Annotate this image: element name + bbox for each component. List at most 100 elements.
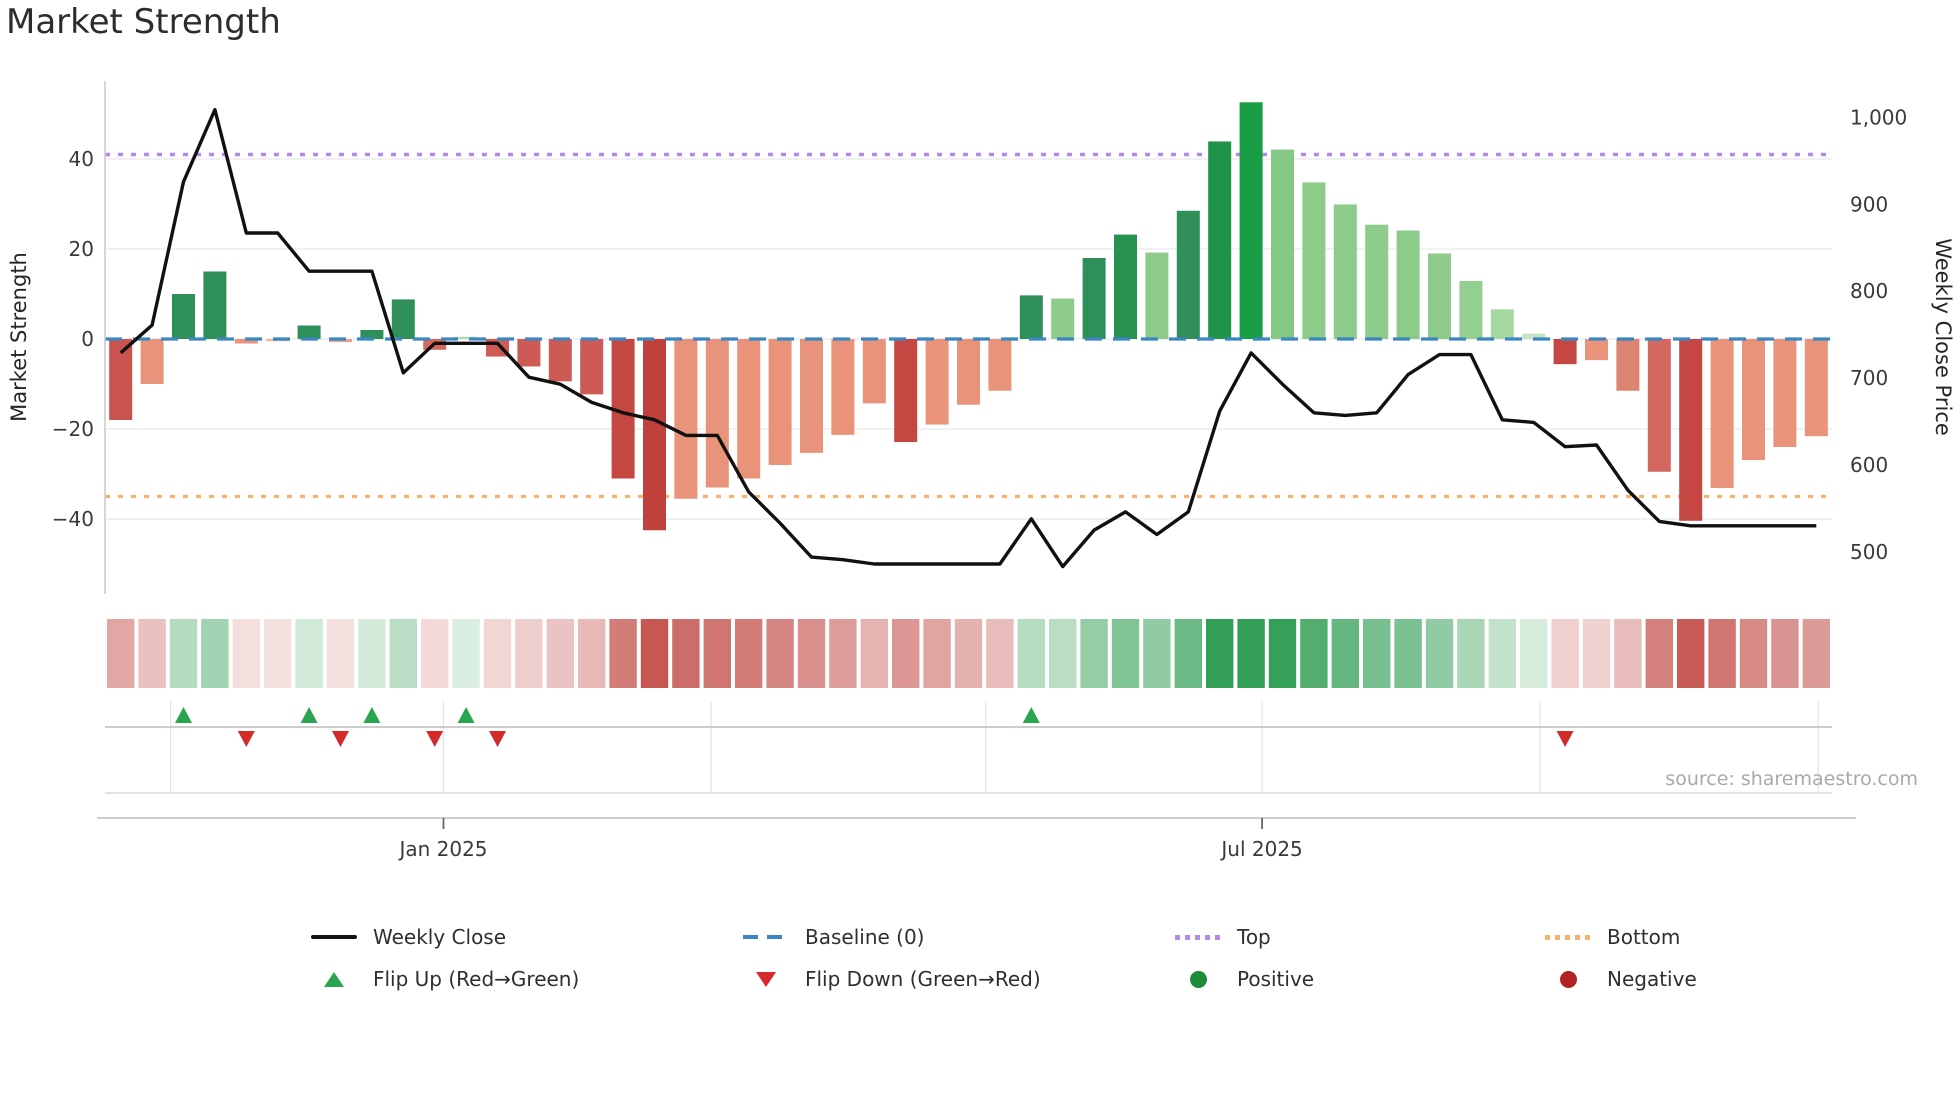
heatmap-cell [1143,619,1171,688]
heatmap-cell [201,619,229,688]
heatmap-cell [295,619,323,688]
heatmap-cell [954,619,983,688]
strength-bar [862,339,886,404]
heatmap-cell [640,619,669,688]
strength-bar [925,339,949,425]
strength-bar [140,339,164,384]
left-axis-tick-label: 40 [69,147,94,171]
heatmap-cell [169,619,198,688]
strength-bar [1208,141,1232,339]
x-axis-tick-label: Jul 2025 [1219,837,1302,861]
left-axis-tick-label: −40 [52,507,94,531]
strength-bar [1176,210,1200,339]
strength-bar [1742,339,1765,461]
strength-bar [800,339,823,453]
strength-bar [234,339,258,344]
heatmap-cell [1363,619,1391,688]
heatmap-cell [1300,619,1328,688]
strength-bar [454,336,478,339]
strength-bar [1490,309,1514,339]
heatmap-cell [138,619,166,688]
heatmap-cell [829,619,857,688]
heatmap-cell [1520,619,1548,688]
heatmap-cell [1174,619,1202,688]
strength-bar [705,339,729,488]
heatmap-cell [1425,619,1454,688]
right-axis-tick-label: 800 [1850,279,1888,303]
heatmap-cell [1049,619,1077,688]
strength-bar [1804,339,1828,437]
left-axis-tick-label: 0 [81,327,94,351]
strength-bar [1019,295,1043,339]
heatmap-cell [1551,619,1579,688]
legend-item-flip-down-green-red: Flip Down (Green→Red) [740,958,1172,1000]
legend-label: Baseline (0) [805,925,925,949]
heatmap-cell [1802,619,1830,688]
heatmap-cell [107,619,135,688]
heatmap-cell [1582,619,1611,688]
heatmap-cell [1677,619,1705,688]
heatmap-cell [421,619,449,688]
heatmap-cell [1708,619,1736,688]
legend-item-flip-up-red-green: Flip Up (Red→Green) [308,958,740,1000]
heatmap-cell [1771,619,1799,688]
triangle-up-swatch-icon [308,971,360,987]
right-axis-tick-label: 700 [1850,366,1888,390]
strength-bar [1553,339,1577,365]
heatmap-cell [766,619,794,688]
heatmap-cell [1080,619,1108,688]
triangle-down-swatch-icon [740,971,792,987]
heatmap-cell [326,619,355,688]
heatmap-cell [1645,619,1673,688]
strength-bar [1333,204,1357,339]
left-axis-tick-label: 20 [69,237,94,261]
heatmap-cell [1017,619,1045,688]
strength-bar [1051,298,1075,339]
heatmap-cell [1206,619,1234,688]
strength-bar [1773,339,1797,447]
legend-item-top: Top [1172,916,1542,958]
source-note: source: sharemaestro.com [1665,768,1918,790]
flip-down-marker [332,731,349,747]
flip-up-marker [363,707,381,723]
strength-bar [1428,253,1451,339]
strength-bar [1082,258,1106,339]
legend-item-positive: Positive [1172,958,1542,1000]
x-axis-tick-label: Jan 2025 [397,837,487,861]
heatmap-cell [1488,619,1516,688]
heatmap-cell [264,619,292,688]
strength-bar [611,339,635,479]
heatmap-cell [358,619,386,688]
legend-label: Bottom [1607,925,1681,949]
strength-bar [1239,102,1263,339]
flip-down-marker [426,731,444,747]
strength-bar [957,339,980,405]
heatmap-cell [1331,619,1359,688]
strength-bar [674,339,698,499]
flip-up-marker [457,707,475,723]
flip-down-marker [489,731,506,747]
chart-title: Market Strength [6,2,281,42]
legend-label: Negative [1607,967,1697,991]
strength-bar [1585,339,1608,361]
strength-bar [1647,339,1671,472]
left-axis-title: Market Strength [7,252,31,422]
heatmap-cell [1394,619,1422,688]
heatmap-cell [546,619,574,688]
strength-bar [1302,182,1326,339]
legend-label: Flip Down (Green→Red) [805,967,1041,991]
legend-label: Flip Up (Red→Green) [373,967,580,991]
heatmap-cell [986,619,1014,688]
weekly-close-line [119,107,1817,569]
legend-item-negative: Negative [1542,958,1842,1000]
heatmap-cell [1614,619,1642,688]
heatmap-cell [1237,619,1265,688]
strength-bar [894,339,918,443]
heatmap-cell [483,619,512,688]
legend-item-baseline-0: Baseline (0) [740,916,1172,958]
right-axis-tick-label: 500 [1850,540,1888,564]
strength-bar [1365,224,1389,339]
flip-down-marker [237,731,255,747]
heatmap-cell [389,619,417,688]
